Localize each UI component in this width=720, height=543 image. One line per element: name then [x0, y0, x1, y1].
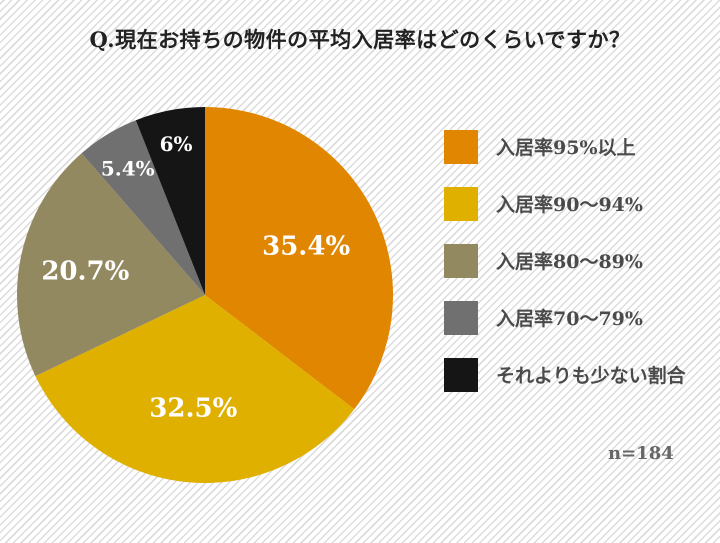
data-label: 20.7% — [41, 257, 129, 287]
legend-item: それよりも少ない割合 — [444, 346, 686, 403]
legend-label: それよりも少ない割合 — [496, 365, 686, 387]
legend-item: 入居率95%以上 — [444, 118, 686, 175]
legend-label: 入居率95%以上 — [496, 137, 636, 159]
pie-slice — [81, 120, 205, 295]
legend-item: 入居率70〜79% — [444, 289, 686, 346]
pie-slice — [35, 295, 355, 483]
legend-swatch — [444, 129, 478, 164]
pie-slice — [16, 153, 205, 377]
data-label: 5.4% — [101, 156, 155, 180]
legend-item: 入居率80〜89% — [444, 232, 686, 289]
legend-label: 入居率80〜89% — [496, 251, 643, 273]
legend-swatch — [444, 186, 478, 221]
data-label: 6% — [160, 132, 193, 156]
legend-label: 入居率70〜79% — [496, 308, 643, 330]
legend: 入居率95%以上 入居率90〜94% 入居率80〜89% 入居率70〜79% そ… — [444, 118, 686, 403]
legend-swatch — [444, 357, 478, 392]
legend-label: 入居率90〜94% — [496, 194, 643, 216]
legend-swatch — [444, 243, 478, 278]
data-label: 32.5% — [149, 394, 237, 424]
data-label: 35.4% — [262, 231, 350, 261]
pie-slice — [135, 107, 205, 295]
legend-swatch — [444, 300, 478, 335]
sample-size: n=184 — [608, 443, 674, 464]
legend-item: 入居率90〜94% — [444, 175, 686, 232]
pie-slice — [205, 107, 393, 410]
chart-title: Q.現在お持ちの物件の平均入居率はどのくらいですか？ — [89, 27, 631, 52]
